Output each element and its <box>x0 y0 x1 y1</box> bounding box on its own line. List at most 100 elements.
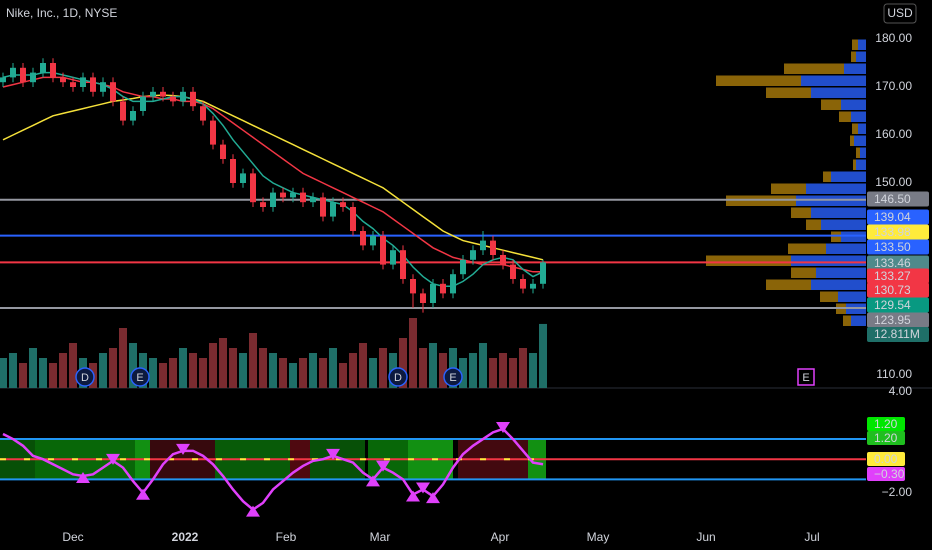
profile-down <box>831 231 841 242</box>
currency[interactable]: USD <box>887 6 913 20</box>
candle-body <box>460 259 466 275</box>
volume-bar <box>289 363 297 388</box>
profile-down <box>821 99 841 110</box>
profile-up <box>811 279 866 290</box>
candle-body <box>440 283 446 294</box>
y-tick-label: 4.00 <box>889 384 913 398</box>
candle-body <box>490 240 496 255</box>
signal-triangle <box>366 475 380 487</box>
signal-triangle <box>136 488 150 500</box>
profile-up <box>841 99 866 110</box>
profile-up <box>851 315 866 326</box>
candle-body <box>160 91 166 97</box>
profile-up <box>806 183 866 194</box>
candle-body <box>400 250 406 279</box>
profile-up <box>860 147 866 158</box>
signal-triangle <box>496 421 510 433</box>
event-marker <box>75 367 95 387</box>
profile-up <box>831 171 866 182</box>
price-label: 133.50 <box>874 240 911 254</box>
indicator-label-box <box>867 431 905 445</box>
candle-body <box>0 77 6 83</box>
profile-up <box>856 51 866 62</box>
volume-bar <box>509 358 517 388</box>
candle-body <box>380 235 386 265</box>
signal-triangle <box>326 448 340 460</box>
candle-body <box>10 67 16 78</box>
price-label: 129.54 <box>874 298 911 312</box>
volume-bar <box>39 358 47 388</box>
volume-bar <box>489 358 497 388</box>
volume-bar <box>359 343 367 388</box>
candle-body <box>520 278 526 289</box>
volume-bar <box>379 348 387 388</box>
price-label: 123.95 <box>874 313 911 327</box>
candle-body <box>210 120 216 145</box>
candle-body <box>70 82 76 87</box>
x-tick-label: Jun <box>696 530 715 544</box>
candle-body <box>80 77 86 87</box>
candle-body <box>230 158 236 183</box>
profile-up <box>801 75 866 86</box>
volume-bar <box>479 343 487 388</box>
volume-bar <box>259 348 267 388</box>
volume-bar <box>199 358 207 388</box>
volume-bar <box>349 353 357 388</box>
event-marker <box>388 367 408 387</box>
volume-bar <box>99 353 107 388</box>
signal-triangle <box>376 460 390 472</box>
candle-body <box>410 278 416 294</box>
indicator-label: 1.20 <box>874 417 898 431</box>
profile-up <box>841 231 866 242</box>
candle-body <box>260 202 266 207</box>
volume-bar <box>539 323 547 388</box>
candle-body <box>340 202 346 207</box>
candle-body <box>30 72 36 83</box>
event-marker <box>443 367 463 387</box>
candle-body <box>540 262 546 284</box>
indicator-label-box <box>867 467 905 481</box>
signal-triangle <box>76 472 90 484</box>
price-label-box <box>867 239 929 255</box>
volume-bar <box>439 353 447 388</box>
profile-down <box>823 171 831 182</box>
price-label-box <box>867 255 929 271</box>
price-label-box <box>867 268 929 284</box>
x-tick-label: Feb <box>276 530 297 544</box>
price-label: 146.50 <box>874 192 911 206</box>
currency-box[interactable] <box>883 3 917 24</box>
price-label: 133.27 <box>874 269 911 283</box>
indicator-label: 1.20 <box>874 431 898 445</box>
candle-body <box>420 293 426 303</box>
profile-down <box>852 123 858 134</box>
profile-up <box>811 207 866 218</box>
candle-body <box>200 106 206 121</box>
profile-down <box>766 87 811 98</box>
profile-down <box>706 255 791 266</box>
candle-body <box>90 77 96 92</box>
volume-bar <box>59 353 67 388</box>
x-tick-label: May <box>587 530 610 544</box>
candle-body <box>220 144 226 159</box>
profile-down <box>839 111 851 122</box>
x-tick-label: Mar <box>370 530 391 544</box>
profile-up <box>838 291 866 302</box>
profile-down <box>788 243 826 254</box>
x-tick-label: Jul <box>804 530 819 544</box>
volume-bar <box>339 363 347 388</box>
profile-down <box>853 159 856 170</box>
event-label: E <box>449 372 456 384</box>
profile-up <box>851 111 866 122</box>
profile-down <box>784 63 844 74</box>
candle-body <box>190 91 196 107</box>
moving-average <box>2 94 544 261</box>
price-label: 133.46 <box>874 256 911 270</box>
volume-bar <box>329 348 337 388</box>
price-label-box <box>867 282 929 298</box>
candle-body <box>350 206 356 231</box>
candle-body <box>270 192 276 207</box>
candle-body <box>140 96 146 111</box>
profile-up <box>844 63 866 74</box>
volume-bar <box>129 343 137 388</box>
volume-bar <box>279 358 287 388</box>
